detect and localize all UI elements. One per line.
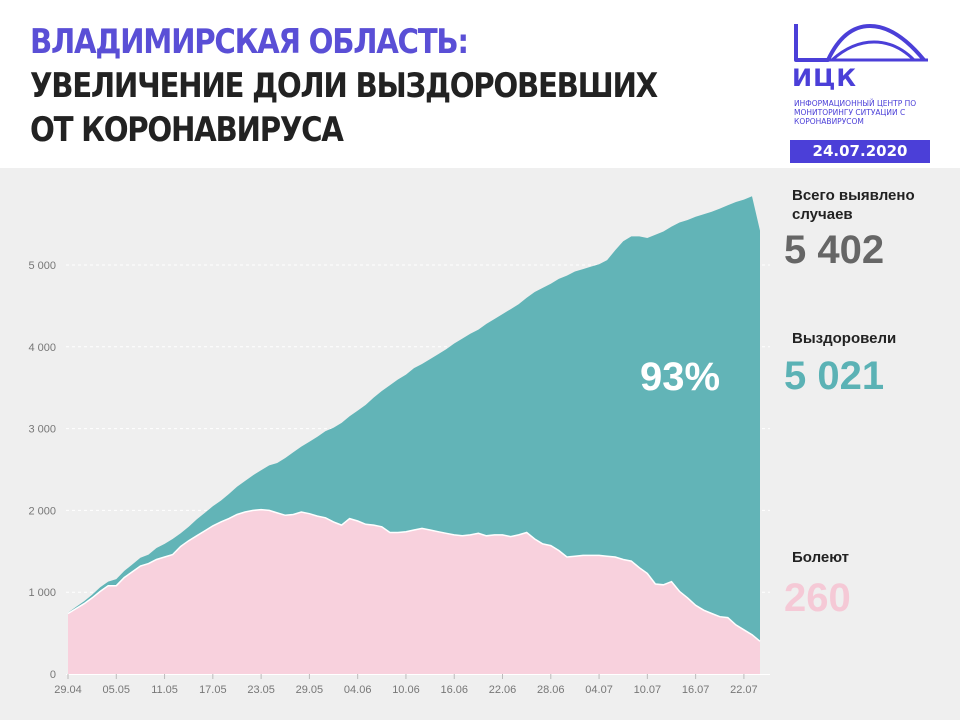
x-tick-label: 23.05 [247, 684, 275, 696]
x-tick-label: 16.06 [440, 684, 468, 696]
logo-wave-icon [794, 24, 928, 62]
total-value: 5 402 [784, 228, 885, 272]
title-region: ВЛАДИМИРСКАЯ ОБЛАСТЬ: [30, 22, 469, 62]
series-active-area [68, 509, 760, 674]
active-label: Болеют [792, 549, 850, 566]
logo-subtitle: ИНФОРМАЦИОННЫЙ ЦЕНТР ПО МОНИТОРИНГУ СИТУ… [794, 99, 917, 126]
x-tick-label: 10.06 [392, 684, 420, 696]
total-label: Всего выявлено случаев [792, 187, 915, 223]
y-tick-label: 5 000 [28, 260, 56, 272]
x-tick-label: 29.05 [296, 684, 324, 696]
x-tick-label: 04.07 [585, 684, 613, 696]
recovered-label: Выздоровели [792, 330, 897, 347]
y-tick-label: 0 [50, 669, 56, 681]
x-tick-label: 04.06 [344, 684, 372, 696]
header: ВЛАДИМИРСКАЯ ОБЛАСТЬ: УВЕЛИЧЕНИЕ ДОЛИ ВЫ… [0, 0, 960, 168]
y-tick-label: 1 000 [28, 587, 56, 599]
recovered-value: 5 021 [784, 354, 885, 398]
chart-area: 0 1 000 2 000 3 000 4 000 5 000 29.04 05.05 11.0… [0, 168, 960, 720]
logo: ИЦК ИНФОРМАЦИОННЫЙ ЦЕНТР ПО МОНИТОРИНГУ … [792, 20, 942, 126]
date-badge: 24.07.2020 [790, 140, 930, 163]
x-tick-label: 10.07 [634, 684, 662, 696]
x-tick-label: 11.05 [151, 684, 178, 696]
x-tick-label: 22.07 [730, 684, 758, 696]
x-tick-label: 22.06 [489, 684, 517, 696]
x-tick-label: 28.06 [537, 684, 565, 696]
x-tick-label: 16.07 [682, 684, 710, 696]
title-text: УВЕЛИЧЕНИЕ ДОЛИ ВЫЗДОРОВЕВШИХ ОТ КОРОНАВ… [30, 66, 658, 150]
y-tick-label: 4 000 [28, 342, 56, 354]
y-tick-label: 3 000 [28, 424, 56, 436]
area-chart: 0 1 000 2 000 3 000 4 000 5 000 29.04 05.05 11.0… [28, 196, 770, 696]
recovered-share: 93% [640, 355, 721, 399]
active-value: 260 [784, 576, 851, 620]
page-title: ВЛАДИМИРСКАЯ ОБЛАСТЬ: УВЕЛИЧЕНИЕ ДОЛИ ВЫ… [30, 20, 666, 152]
logo-name: ИЦК [792, 64, 857, 92]
x-tick-label: 29.04 [54, 684, 82, 696]
x-tick-label: 05.05 [103, 684, 131, 696]
y-tick-label: 2 000 [28, 505, 56, 517]
active-boundary-line [67, 508, 761, 642]
series-recovered-area [68, 196, 760, 642]
x-tick-label: 17.05 [199, 684, 227, 696]
